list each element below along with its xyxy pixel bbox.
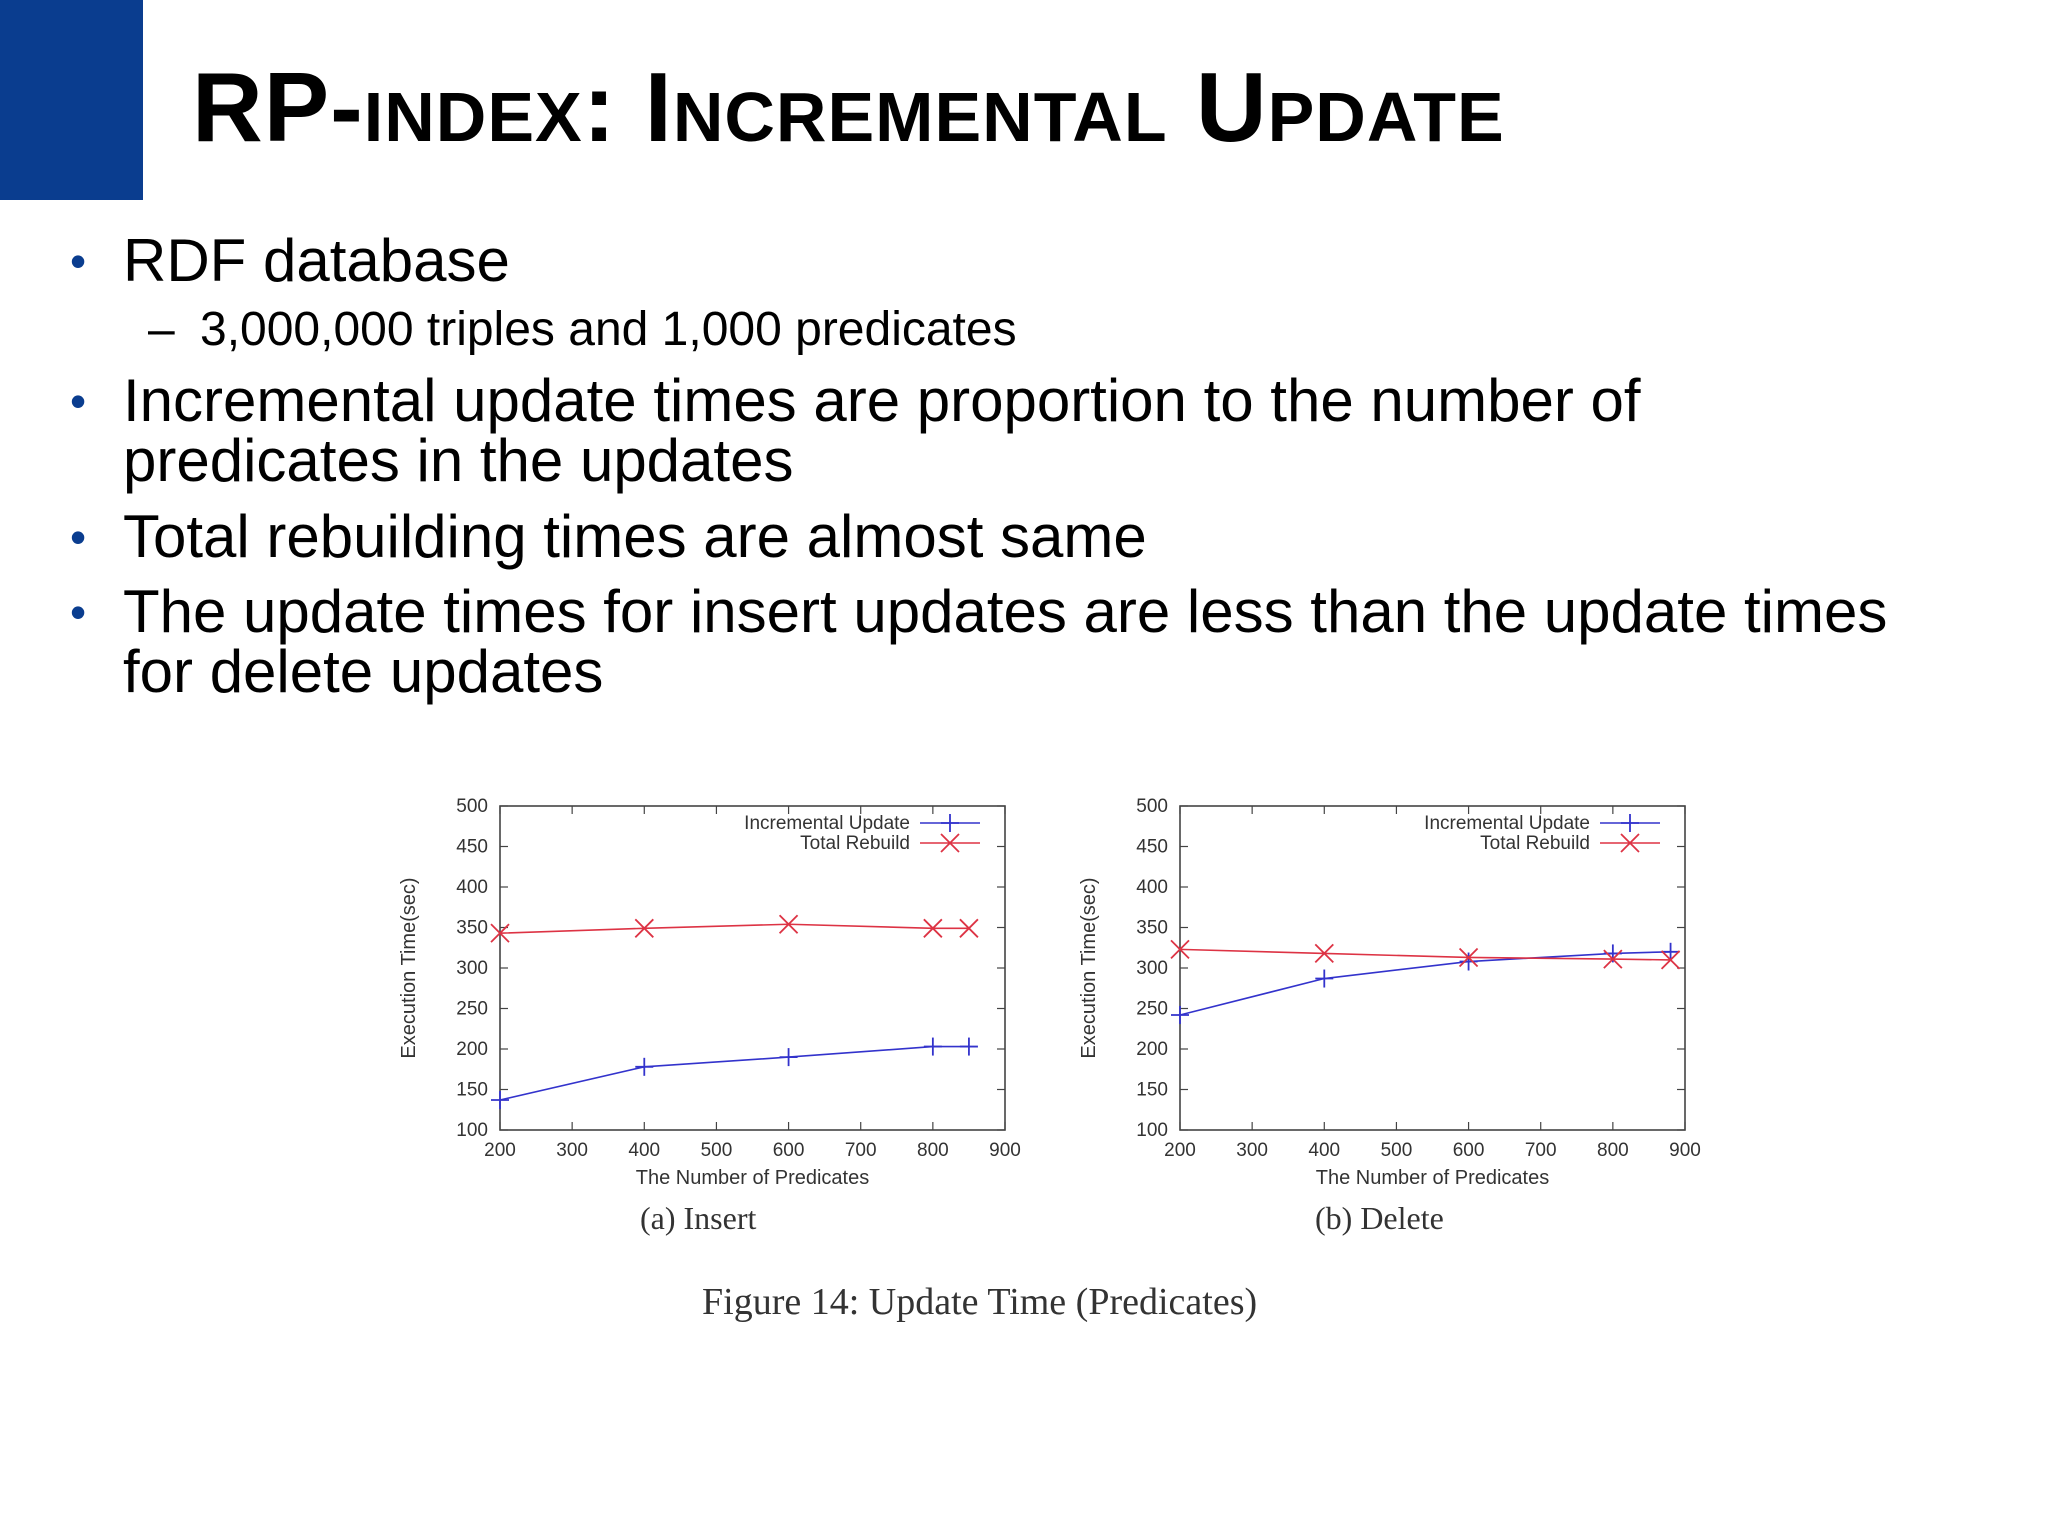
y-tick-label: 500: [1136, 796, 1168, 817]
y-tick-label: 200: [1136, 1039, 1168, 1060]
bullet-dot: •: [70, 586, 87, 638]
y-tick-label: 300: [1136, 958, 1168, 979]
x-tick-label: 200: [484, 1140, 516, 1161]
bullet-dot: •: [70, 511, 87, 563]
x-tick-label: 300: [1236, 1140, 1268, 1161]
legend-label: Incremental Update: [1424, 813, 1590, 834]
x-tick-label: 900: [1669, 1140, 1701, 1161]
series-incremental-update: [1171, 942, 1680, 1024]
bullet-text: for delete updates: [123, 638, 604, 705]
x-axis-label: The Number of Predicates: [1316, 1167, 1549, 1189]
x-tick-label: 400: [1308, 1140, 1340, 1161]
y-tick-label: 200: [456, 1039, 488, 1060]
legend-label: Incremental Update: [744, 813, 910, 834]
sub-bullet-dash: –: [148, 303, 175, 356]
data-point-cross: [940, 833, 960, 853]
data-point-cross: [923, 918, 943, 938]
y-tick-label: 450: [1136, 837, 1168, 858]
y-tick-label: 150: [1136, 1080, 1168, 1101]
data-point-cross: [1170, 939, 1190, 960]
slide-title: RP-INDEX: INCREMENTAL UPDATE: [192, 52, 1505, 162]
figure-caption: Figure 14: Update Time (Predicates): [702, 1281, 1258, 1323]
y-tick-label: 250: [1136, 999, 1168, 1020]
plot-frame: [1179, 805, 1686, 1131]
data-point-cross: [490, 923, 510, 943]
bullet-text: RDF database: [123, 227, 510, 294]
y-tick-label: 150: [456, 1080, 488, 1101]
series-line: [499, 923, 969, 934]
bullet-text: Total rebuilding times are almost same: [123, 503, 1147, 570]
data-point-cross: [1660, 950, 1681, 970]
legend-label: Total Rebuild: [800, 833, 910, 854]
chart-insert: 200 300 400 500 600 700 800 900 100 150 200 250 300 3…: [398, 796, 1021, 1189]
data-point-cross: [959, 918, 979, 938]
data-point-cross: [634, 918, 654, 938]
x-tick-label: 600: [773, 1140, 805, 1161]
bullet-text: Incremental update times are proportion …: [123, 367, 1641, 434]
legend-label: Total Rebuild: [1480, 833, 1590, 854]
y-tick-label: 450: [456, 837, 488, 858]
chart-delete: 200 300 400 500 600 700 800 900 100 150 200 250 300 3…: [1078, 796, 1701, 1189]
data-point-cross: [1458, 947, 1479, 968]
data-point-cross: [778, 914, 799, 934]
x-tick-label: 600: [1453, 1140, 1485, 1161]
sub-bullet-text: 3,000,000 triples and 1,000 predicates: [200, 303, 1017, 356]
series-total-rebuild: [490, 914, 979, 943]
y-tick-label: 400: [456, 877, 488, 898]
title-accent-block: [0, 0, 143, 200]
series-line: [1179, 951, 1671, 1016]
data-point-cross: [1620, 833, 1640, 853]
x-tick-label: 700: [1525, 1140, 1557, 1161]
y-tick-label: 350: [1136, 918, 1168, 939]
x-tick-label: 900: [989, 1140, 1021, 1161]
figure: 200 300 400 500 600 700 800 900 100 150 200 250 300 3…: [380, 780, 1720, 1340]
y-tick-label: 500: [456, 796, 488, 817]
y-tick-label: 350: [456, 918, 488, 939]
x-tick-label: 200: [1164, 1140, 1196, 1161]
series-incremental-update: [491, 1037, 978, 1110]
x-tick-label: 400: [628, 1140, 660, 1161]
series-line: [499, 1045, 969, 1101]
y-tick-label: 300: [456, 958, 488, 979]
x-tick-label: 800: [1597, 1140, 1629, 1161]
plot-frame: [499, 805, 1006, 1131]
bullet-text: The update times for insert updates are …: [123, 578, 1888, 645]
subcaption-insert: (a) Insert: [640, 1200, 757, 1236]
x-tick-label: 700: [845, 1140, 877, 1161]
x-tick-label: 500: [701, 1140, 733, 1161]
subcaption-delete: (b) Delete: [1315, 1200, 1444, 1236]
x-axis-label: The Number of Predicates: [636, 1167, 869, 1189]
series-total-rebuild: [1170, 939, 1681, 970]
data-point-cross: [1603, 949, 1623, 969]
y-tick-label: 400: [1136, 877, 1168, 898]
data-point-cross: [1314, 943, 1334, 964]
bullet-dot: •: [70, 235, 87, 287]
x-tick-label: 500: [1381, 1140, 1413, 1161]
bullet-text: predicates in the updates: [123, 427, 794, 494]
y-axis-label: Execution Time(sec): [1078, 877, 1100, 1058]
y-tick-label: 100: [456, 1120, 488, 1141]
x-tick-label: 800: [917, 1140, 949, 1161]
bullet-dot: •: [70, 375, 87, 427]
y-tick-label: 250: [456, 999, 488, 1020]
x-tick-label: 300: [556, 1140, 588, 1161]
y-tick-label: 100: [1136, 1120, 1168, 1141]
y-axis-label: Execution Time(sec): [398, 877, 420, 1058]
